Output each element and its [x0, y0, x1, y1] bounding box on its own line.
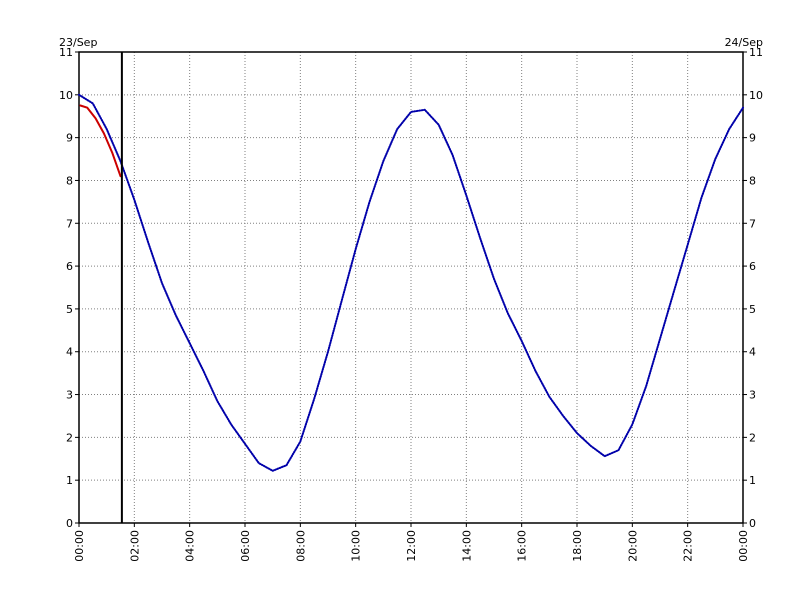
y-tick-label-right: 2 — [749, 431, 756, 444]
y-tick-label-left: 10 — [59, 89, 73, 102]
y-tick-label-right: 6 — [749, 260, 756, 273]
y-tick-label-left: 6 — [66, 260, 73, 273]
grid-lines — [79, 52, 743, 523]
y-tick-label-right: 7 — [749, 217, 756, 230]
y-tick-label-right: 5 — [749, 303, 756, 316]
y-tick-label-left: 11 — [59, 46, 73, 59]
y-tick-label-left: 4 — [66, 346, 73, 359]
y-tick-label-right: 10 — [749, 89, 763, 102]
x-tick-label: 00:00 — [73, 530, 86, 562]
x-tick-label: 14:00 — [460, 530, 473, 562]
x-tick-label: 20:00 — [626, 530, 639, 562]
series-line-predicted — [78, 93, 744, 472]
x-tick-label: 10:00 — [350, 530, 363, 562]
x-tick-label: 04:00 — [184, 530, 197, 562]
y-tick-label-right: 3 — [749, 389, 756, 402]
x-tick-label: 16:00 — [516, 530, 529, 562]
y-tick-label-left: 8 — [66, 174, 73, 187]
y-tick-label-right: 1 — [749, 474, 756, 487]
y-tick-label-left: 0 — [66, 517, 73, 530]
y-tick-label-right: 4 — [749, 346, 756, 359]
date-label-left: 23/Sep — [59, 36, 97, 49]
y-tick-label-right: 8 — [749, 174, 756, 187]
y-tick-label-right: 11 — [749, 46, 763, 59]
y-tick-label-right: 0 — [749, 517, 756, 530]
x-tick-label: 08:00 — [294, 530, 307, 562]
x-tick-label: 18:00 — [571, 530, 584, 562]
y-tick-label-right: 9 — [749, 132, 756, 145]
x-tick-label: 00:00 — [737, 530, 750, 562]
plot-frame — [78, 51, 744, 524]
y-tick-label-left: 9 — [66, 132, 73, 145]
x-tick-label: 02:00 — [128, 530, 141, 562]
x-tick-label: 06:00 — [239, 530, 252, 562]
y-tick-label-left: 7 — [66, 217, 73, 230]
series-line-observed — [79, 104, 122, 178]
x-tick-label: 22:00 — [682, 530, 695, 562]
y-tick-label-left: 5 — [66, 303, 73, 316]
date-label-right: 24/Sep — [725, 36, 763, 49]
y-tick-label-left: 2 — [66, 431, 73, 444]
x-tick-label: 12:00 — [405, 530, 418, 562]
y-tick-label-left: 1 — [66, 474, 73, 487]
y-tick-label-left: 3 — [66, 389, 73, 402]
